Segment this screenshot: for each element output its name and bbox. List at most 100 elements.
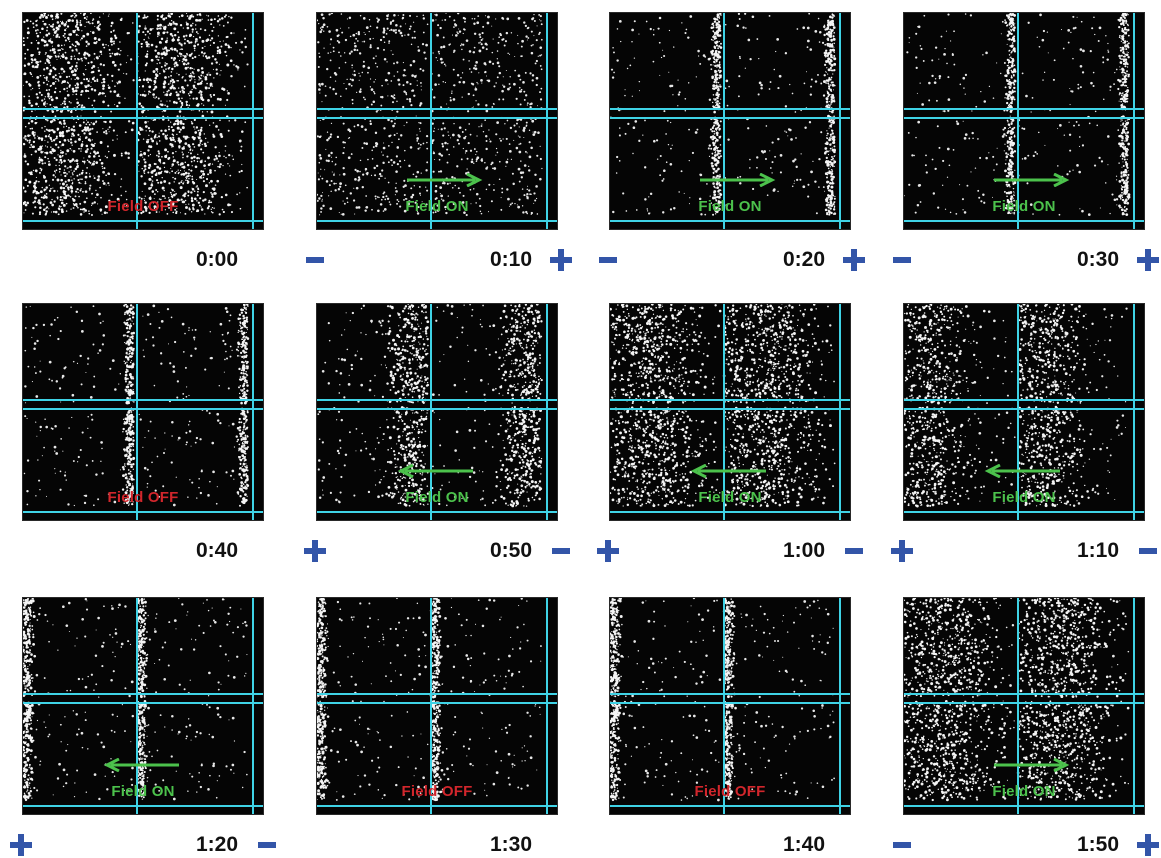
grid-line xyxy=(904,108,1144,110)
grid-line xyxy=(317,399,557,401)
grid-line xyxy=(610,399,850,401)
particle-speckle xyxy=(610,304,850,520)
grid-line xyxy=(317,702,557,704)
minus-electrode-icon xyxy=(548,538,574,564)
grid-line xyxy=(317,117,557,119)
grid-line xyxy=(610,117,850,119)
grid-line xyxy=(23,399,263,401)
grid-line xyxy=(23,220,263,222)
grid-line xyxy=(904,399,1144,401)
grid-line xyxy=(904,693,1144,695)
electrode-line xyxy=(1017,304,1019,520)
arrow-right-icon xyxy=(992,173,1072,187)
electrode-line xyxy=(136,598,138,814)
electrode-line xyxy=(252,13,254,229)
electrode-line xyxy=(252,304,254,520)
plus-electrode-icon xyxy=(841,247,867,273)
particle-speckle xyxy=(904,304,1144,520)
field-status-label: Field ON xyxy=(111,783,174,800)
field-status-label: Field ON xyxy=(992,489,1055,506)
electrode-line xyxy=(136,13,138,229)
plus-electrode-icon xyxy=(8,832,34,858)
grid-line xyxy=(317,805,557,807)
grid-line xyxy=(610,108,850,110)
particle-speckle xyxy=(904,13,1144,229)
grid-line xyxy=(317,511,557,513)
grid-line xyxy=(904,702,1144,704)
field-status-label: Field ON xyxy=(698,489,761,506)
electrode-line xyxy=(546,13,548,229)
minus-electrode-icon xyxy=(254,832,280,858)
plus-electrode-icon xyxy=(548,247,574,273)
grid-line xyxy=(317,220,557,222)
grid-line xyxy=(610,693,850,695)
electrode-line xyxy=(1017,598,1019,814)
timestamp-label: 0:20 xyxy=(745,248,825,272)
electrode-line xyxy=(546,598,548,814)
arrow-left-icon xyxy=(395,464,475,478)
electrode-line xyxy=(723,304,725,520)
plus-electrode-icon xyxy=(302,538,328,564)
field-status-label: Field OFF xyxy=(402,783,473,800)
electrode-line xyxy=(430,13,432,229)
electrode-line xyxy=(136,304,138,520)
grid-line xyxy=(23,693,263,695)
electrode-line xyxy=(723,13,725,229)
field-status-label: Field ON xyxy=(405,489,468,506)
micrograph-panel: Field ON xyxy=(903,303,1145,521)
electrode-line xyxy=(723,598,725,814)
grid-line xyxy=(904,408,1144,410)
electrode-line xyxy=(839,304,841,520)
grid-line xyxy=(610,220,850,222)
minus-electrode-icon xyxy=(889,832,915,858)
micrograph-panel: Field ON xyxy=(316,303,558,521)
plus-electrode-icon xyxy=(1135,247,1161,273)
grid-line xyxy=(317,108,557,110)
timestamp-label: 1:20 xyxy=(158,833,238,857)
timestamp-label: 1:30 xyxy=(452,833,532,857)
minus-electrode-icon xyxy=(595,247,621,273)
minus-electrode-icon xyxy=(302,247,328,273)
micrograph-panel: Field OFF xyxy=(609,597,851,815)
micrograph-panel: Field ON xyxy=(903,597,1145,815)
particle-speckle xyxy=(317,304,557,520)
timestamp-label: 0:10 xyxy=(452,248,532,272)
grid-line xyxy=(904,220,1144,222)
electrode-line xyxy=(839,598,841,814)
electrode-line xyxy=(546,304,548,520)
electrode-line xyxy=(252,598,254,814)
timestamp-label: 1:40 xyxy=(745,833,825,857)
micrograph-panel: Field ON xyxy=(316,12,558,230)
field-status-label: Field OFF xyxy=(695,783,766,800)
particle-speckle xyxy=(23,13,263,229)
micrograph-panel: Field ON xyxy=(903,12,1145,230)
grid-line xyxy=(904,805,1144,807)
electrode-line xyxy=(1133,13,1135,229)
micrograph-panel: Field ON xyxy=(609,303,851,521)
grid-line xyxy=(904,117,1144,119)
arrow-right-icon xyxy=(405,173,485,187)
grid-line xyxy=(23,805,263,807)
micrograph-panel: Field OFF xyxy=(22,12,264,230)
electrode-line xyxy=(430,304,432,520)
arrow-left-icon xyxy=(101,758,181,772)
plus-electrode-icon xyxy=(889,538,915,564)
grid-line xyxy=(23,511,263,513)
timestamp-label: 0:50 xyxy=(452,539,532,563)
electrode-line xyxy=(1133,304,1135,520)
grid-line xyxy=(610,408,850,410)
micrograph-panel: Field OFF xyxy=(316,597,558,815)
timestamp-label: 0:40 xyxy=(158,539,238,563)
grid-line xyxy=(23,408,263,410)
plus-electrode-icon xyxy=(1135,832,1161,858)
grid-line xyxy=(23,108,263,110)
particle-speckle xyxy=(23,304,263,520)
field-status-label: Field ON xyxy=(698,198,761,215)
field-status-label: Field OFF xyxy=(108,198,179,215)
particle-speckle xyxy=(317,13,557,229)
grid-line xyxy=(23,702,263,704)
timestamp-label: 0:00 xyxy=(158,248,238,272)
electrode-line xyxy=(1133,598,1135,814)
particle-speckle xyxy=(904,598,1144,814)
